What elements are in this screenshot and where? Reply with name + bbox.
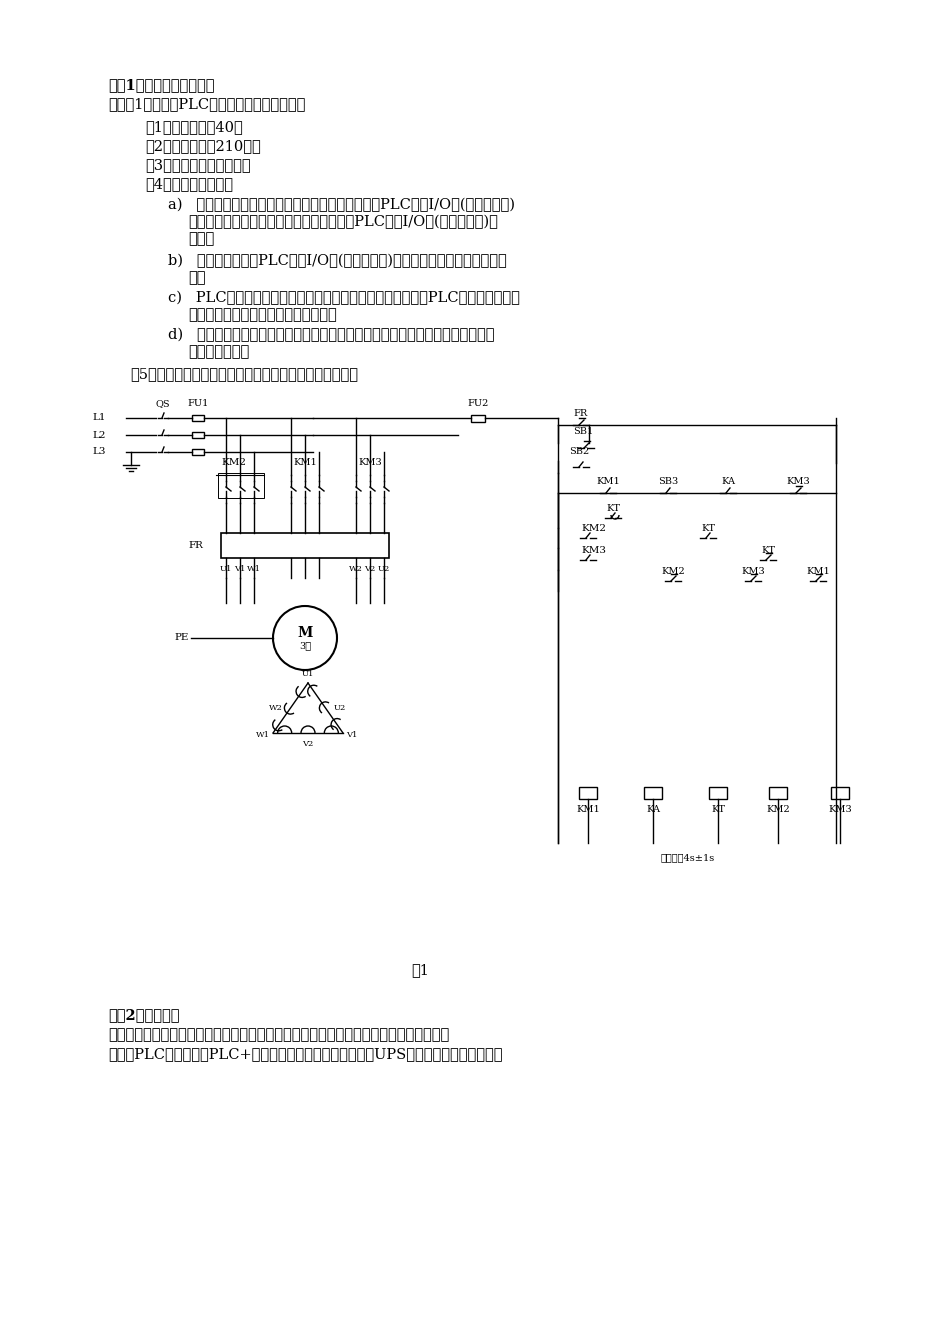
Text: 整定时间4s±1s: 整定时间4s±1s xyxy=(660,853,715,862)
Text: L3: L3 xyxy=(93,448,106,456)
Text: KM3: KM3 xyxy=(740,567,764,576)
Text: V2: V2 xyxy=(364,566,375,574)
Text: d)   通电试验：正确使用电工工具及万用表，进行仔细检查，通电试验，并注意人: d) 通电试验：正确使用电工工具及万用表，进行仔细检查，通电试验，并注意人 xyxy=(168,328,494,342)
Text: U2: U2 xyxy=(333,705,346,713)
Bar xyxy=(708,787,726,800)
Text: V1: V1 xyxy=(234,566,245,574)
Text: 试题1、设计、安装与调试: 试题1、设计、安装与调试 xyxy=(108,78,214,92)
Text: （3）考核形式：现场操作: （3）考核形式：现场操作 xyxy=(144,158,250,172)
Text: V2: V2 xyxy=(302,739,313,747)
Text: L1: L1 xyxy=(93,413,106,422)
Text: KT: KT xyxy=(760,545,774,555)
Text: KM1: KM1 xyxy=(596,477,619,487)
Text: KM3: KM3 xyxy=(785,477,809,487)
Text: KM3: KM3 xyxy=(358,459,381,467)
Text: KM2: KM2 xyxy=(221,459,245,467)
Text: 试题2、故障检修: 试题2、故障检修 xyxy=(108,1008,179,1021)
Text: 根据图1电路，用PLC进行设计、安装与调试。: 根据图1电路，用PLC进行设计、安装与调试。 xyxy=(108,98,305,111)
Text: 检修大型继电接触器系统、继电接触器＋变流调速系统、中型晶闸管直流调速系统、数控: 检修大型继电接触器系统、继电接触器＋变流调速系统、中型晶闸管直流调速系统、数控 xyxy=(108,1028,448,1042)
Text: SB1: SB1 xyxy=(572,427,593,436)
Text: KM1: KM1 xyxy=(293,459,316,467)
Text: 身和设备安全。: 身和设备安全。 xyxy=(188,345,249,360)
Text: FR: FR xyxy=(188,541,203,550)
Text: KM2: KM2 xyxy=(661,567,684,576)
Text: （5）否定项说明：电路设计达不到功能要求，此题无分。: （5）否定项说明：电路设计达不到功能要求，此题无分。 xyxy=(130,366,358,381)
Text: W2: W2 xyxy=(268,705,282,713)
Bar xyxy=(218,473,263,497)
Text: KA: KA xyxy=(720,477,734,487)
Bar xyxy=(192,414,204,421)
Bar xyxy=(192,449,204,455)
Text: （4）具体考核要求：: （4）具体考核要求： xyxy=(144,176,233,191)
Bar xyxy=(579,787,597,800)
Text: a)   电路设计：根据任务，设计主电路电路图，列出PLC控制I/O口(输入／输出): a) 电路设计：根据任务，设计主电路电路图，列出PLC控制I/O口(输入／输出) xyxy=(168,198,514,213)
Text: KA: KA xyxy=(646,805,659,814)
Text: 装。: 装。 xyxy=(188,271,205,285)
Text: KM2: KM2 xyxy=(581,524,605,533)
Text: KM2: KM2 xyxy=(766,805,789,814)
Text: KM1: KM1 xyxy=(805,567,829,576)
Text: V1: V1 xyxy=(346,731,357,739)
Text: 的动作要求进行调试，达到设计要求。: 的动作要求进行调试，达到设计要求。 xyxy=(188,308,336,322)
Text: FR: FR xyxy=(573,409,587,418)
Text: KM3: KM3 xyxy=(827,805,851,814)
Text: U2: U2 xyxy=(378,566,390,574)
Text: （1）本题分值：40分: （1）本题分值：40分 xyxy=(144,120,243,134)
Text: W2: W2 xyxy=(348,566,362,574)
Text: KT: KT xyxy=(700,524,715,533)
Text: 3～: 3～ xyxy=(298,642,311,651)
Bar xyxy=(221,533,389,558)
Text: KT: KT xyxy=(605,504,619,513)
Bar xyxy=(830,787,848,800)
Text: W1: W1 xyxy=(246,566,261,574)
Text: 元件地址分配表，根据工艺，设计梯形图及PLC控制I/O口(输入／输出)接: 元件地址分配表，根据工艺，设计梯形图及PLC控制I/O口(输入／输出)接 xyxy=(188,215,497,229)
Text: L2: L2 xyxy=(93,431,106,440)
Text: QS: QS xyxy=(156,398,170,408)
Text: KT: KT xyxy=(710,805,724,814)
Bar xyxy=(470,414,484,421)
Text: SB2: SB2 xyxy=(568,447,588,456)
Text: SB3: SB3 xyxy=(657,477,678,487)
Text: 图1: 图1 xyxy=(411,963,429,977)
Text: FU2: FU2 xyxy=(467,398,488,408)
Text: （2）考核时间：210分钟: （2）考核时间：210分钟 xyxy=(144,139,261,152)
Bar xyxy=(768,787,786,800)
Text: KM3: KM3 xyxy=(581,545,605,555)
Bar xyxy=(192,432,204,439)
Text: 系统、PLC控制系统、PLC+变频器控制系统、在线式不间断UPS电源、全自动交流稳压电: 系统、PLC控制系统、PLC+变频器控制系统、在线式不间断UPS电源、全自动交流… xyxy=(108,1047,502,1062)
Bar xyxy=(643,787,662,800)
Text: c)   PLC键盘操作：熟练操作键盘，能正确地将所编程序输入PLC；按照被控设备: c) PLC键盘操作：熟练操作键盘，能正确地将所编程序输入PLC；按照被控设备 xyxy=(168,291,519,305)
Text: W1: W1 xyxy=(256,731,270,739)
Text: 线图。: 线图。 xyxy=(188,233,214,246)
Text: M: M xyxy=(297,626,312,640)
Text: b)   安装与接线：按PLC控制I/O口(输入／输出)接线图在模拟配线板上正确安: b) 安装与接线：按PLC控制I/O口(输入／输出)接线图在模拟配线板上正确安 xyxy=(168,254,506,269)
Text: U1: U1 xyxy=(301,670,313,678)
Text: PE: PE xyxy=(175,634,189,643)
Text: KM1: KM1 xyxy=(576,805,599,814)
Text: U1: U1 xyxy=(220,566,232,574)
Text: FU1: FU1 xyxy=(187,398,209,408)
